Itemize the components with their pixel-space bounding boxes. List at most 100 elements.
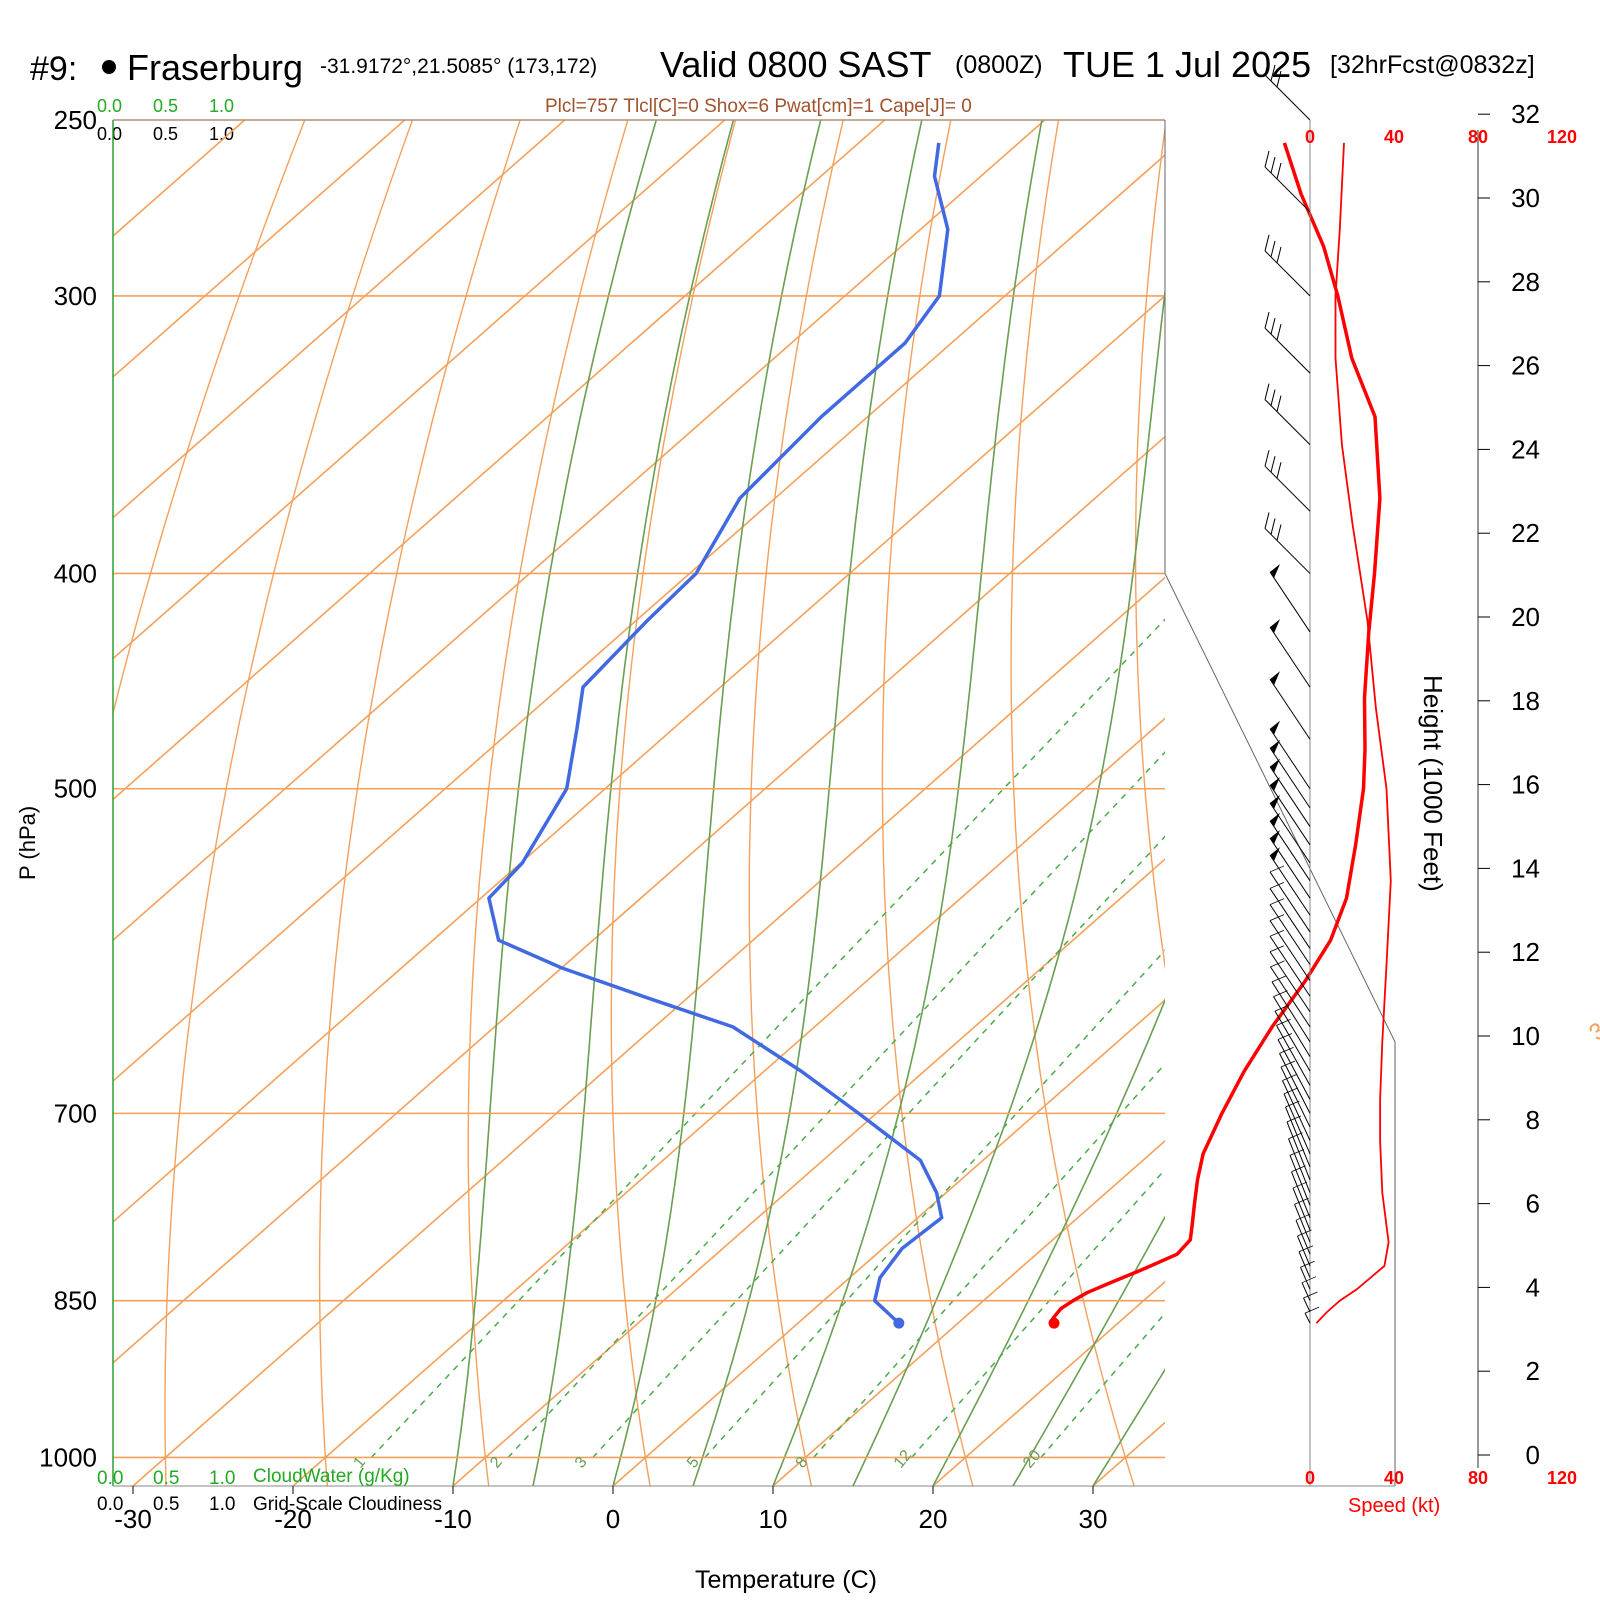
wind-barb-flag: [1270, 563, 1280, 578]
wind-barb-flag: [1270, 812, 1280, 827]
isotherm-line: [113, 120, 726, 660]
wind-barb: [1280, 1066, 1311, 1128]
temperature-tick-label: 10: [759, 1504, 788, 1534]
wind-barb-flag: [1270, 720, 1280, 735]
wind-barb: [1294, 1204, 1311, 1243]
y-axis-title: P (hPa): [15, 806, 40, 880]
mixing-ratio-line: [1040, 1312, 1165, 1458]
wind-barb: [1264, 250, 1311, 297]
wind-barb-feather: [1282, 1074, 1297, 1081]
wind-barb: [1286, 1121, 1311, 1181]
background-grid: [113, 120, 1600, 1486]
dewpoint-line: [487, 142, 950, 1325]
wind-barb-feather: [1276, 70, 1282, 88]
wind-barb-feather: [1264, 450, 1270, 467]
height-tick-label: 18: [1511, 686, 1540, 716]
right-axis: [1164, 120, 1396, 1486]
profile-lines: [487, 142, 1382, 1329]
isotherm-line: [1573, 120, 1600, 1486]
height-tick-label: 16: [1511, 770, 1540, 800]
dry-adiabat-line: [113, 120, 306, 717]
wind-barb: [1285, 1106, 1311, 1168]
isotherm-line: [132, 576, 1165, 1486]
wind-barb-feather: [1276, 395, 1282, 412]
dry-adiabat-line: [164, 120, 414, 1486]
wind-barb-feather: [1279, 1046, 1294, 1054]
forecast-label: [32hrFcst@0832z]: [1330, 51, 1535, 79]
height-tick-label: 24: [1511, 434, 1540, 464]
temperature-tick-label: 30: [1079, 1504, 1108, 1534]
height-tick-label: 6: [1526, 1189, 1540, 1219]
pressure-tick-label: 1000: [39, 1442, 97, 1472]
height-tick-label: 0: [1526, 1440, 1540, 1470]
wind-barb: [1269, 571, 1311, 633]
bottom-cloudwater-label: CloudWater (g/Kg): [253, 1466, 410, 1487]
wind-barb: [1269, 820, 1311, 881]
wind-barb: [1288, 1138, 1311, 1193]
wind-barb-feather: [1269, 914, 1285, 921]
temperature-tick-label: -10: [434, 1504, 472, 1534]
isotherm-line: [113, 120, 246, 238]
wind-barb: [1277, 1039, 1311, 1100]
wind-barb-feather: [1270, 518, 1276, 535]
bottom-cloudwater-1: 0.5: [153, 1468, 179, 1489]
wind-barb-feather: [1264, 58, 1270, 76]
moist-adiabat-line: [692, 120, 923, 1486]
wind-barb: [1269, 747, 1311, 809]
isotherm-line: [113, 120, 566, 519]
wind-barb-feather: [1269, 945, 1285, 953]
wind-barb: [1264, 399, 1311, 445]
isotherm-line: [292, 717, 1165, 1486]
wind-barb: [1289, 1155, 1311, 1206]
wind-barb-feather: [1271, 975, 1287, 983]
pressure-tick-label: 500: [54, 774, 97, 804]
wind-barb-feather: [1264, 234, 1270, 252]
height-tick-label: 14: [1511, 853, 1540, 883]
speed-tick-label-bottom: 40: [1384, 1468, 1404, 1488]
bottom-cloudwater-0: 0.0: [97, 1468, 123, 1489]
bottom-cloudiness-0: 0.0: [97, 1494, 123, 1515]
temperature-tick-label: 0: [606, 1504, 620, 1534]
wind-panel: [1264, 58, 1320, 1486]
wind-barb-feather: [1300, 1260, 1315, 1268]
wind-barb-flag: [1270, 671, 1280, 686]
speed-line: [1315, 142, 1392, 1324]
mixing-ratio-label: 3: [572, 1454, 591, 1472]
temperature-line: [1050, 142, 1382, 1324]
wind-barb-feather: [1289, 1148, 1305, 1156]
isotherm-line: [113, 120, 886, 801]
isotherm-line: [113, 153, 1165, 1083]
bottom-cloudiness-2: 1.0: [209, 1494, 235, 1515]
wind-barb: [1264, 74, 1311, 121]
wind-barb: [1269, 728, 1311, 790]
wind-barb-feather: [1294, 1197, 1309, 1205]
wind-barb: [1269, 784, 1311, 846]
wind-barb-feather: [1288, 1132, 1303, 1140]
wind-barb-feather: [1298, 1245, 1314, 1253]
dewpoint-line-surface-marker: [893, 1317, 905, 1329]
moist-adiabat-line: [772, 120, 1043, 1486]
height-axis-title: Height (1000 Feet): [1418, 675, 1448, 892]
wind-barb: [1292, 1187, 1311, 1231]
dry-adiabat-line: [881, 120, 974, 1486]
mixing-ratio-label: 8: [793, 1454, 812, 1472]
wind-barb-feather: [1292, 1181, 1308, 1189]
wind-barb-flag: [1270, 776, 1280, 791]
wind-barb: [1271, 981, 1311, 1043]
wind-barb-flag: [1270, 847, 1280, 862]
wind-barb: [1269, 888, 1311, 949]
wind-barb: [1269, 802, 1311, 864]
mixing-ratio-line: [813, 1062, 1165, 1458]
wind-barb: [1282, 1080, 1311, 1141]
temperature-tick-label: -20: [274, 1504, 312, 1534]
wind-barb: [1291, 1171, 1311, 1218]
wind-barb-flag: [1270, 758, 1280, 773]
wind-barb: [1264, 166, 1311, 213]
wind-barb: [1264, 465, 1311, 512]
mixing-ratio-line: [704, 949, 1165, 1459]
dry-adiabat-line: [748, 120, 844, 1486]
wind-barb: [1301, 1282, 1311, 1301]
top-cloudiness-2: 1.0: [209, 124, 234, 144]
wind-barb: [1269, 920, 1311, 981]
